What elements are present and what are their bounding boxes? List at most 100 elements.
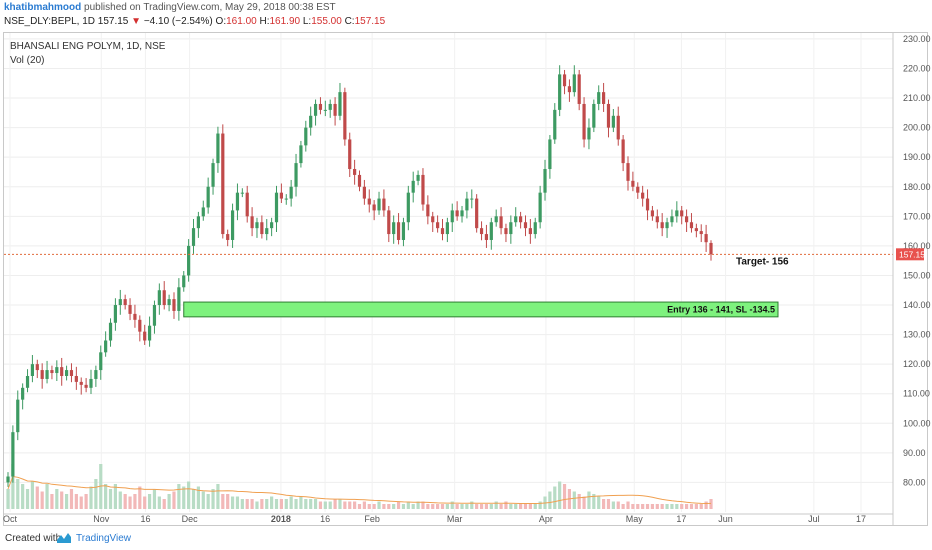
volume-ma-line [7,475,712,505]
volume-bar [216,484,220,509]
volume-bar [597,496,601,509]
volume-bar [445,504,449,509]
volume-bar [299,496,303,509]
volume-bar [606,499,611,509]
volume-bar [343,501,347,509]
candle-body [143,331,147,341]
candle-body [191,228,196,246]
volume-bar [21,484,25,509]
candle-body [465,198,469,211]
tradingview-link[interactable]: TradingView [76,533,132,544]
volume-bar [118,491,122,509]
candle-body [274,192,279,223]
candle-body [567,86,572,93]
volume-bar [255,501,259,509]
author-link[interactable]: khatibmahmood [4,2,82,13]
candle-body [587,127,591,140]
volume-bar [187,481,191,509]
volume-bar [16,479,20,509]
entry-zone-box [183,301,779,318]
high-label: H: [259,16,270,27]
created-with-label: Created with [5,533,62,544]
volume-bar [504,501,508,509]
price-tick-label: 140.00 [903,300,931,310]
candle-body [665,222,669,229]
price-tick-label: 90.00 [903,448,926,458]
candle-body [343,92,347,140]
candle-body [304,127,308,146]
publication-line: khatibmahmood published on TradingView.c… [4,2,336,13]
volume-bar [147,494,152,509]
candle-body [553,109,557,140]
candle-body [519,216,523,223]
change-value: −4.10 (−2.54%) [143,16,213,27]
open-value: 161.00 [226,16,257,27]
candle-body [709,242,713,255]
volume-bar [372,504,376,509]
candle-body [548,139,552,170]
grid-lines [4,33,893,512]
candle-body [367,198,371,205]
candle-body [128,305,132,314]
volume-bar [270,496,274,509]
open-label: O: [215,16,227,27]
volume-bar [279,499,283,509]
volume-bar [201,491,205,509]
volume-bar [631,504,635,509]
candle-body [660,222,664,229]
volume-bar [84,494,88,509]
volume-bar [396,501,401,509]
volume-bar [167,494,171,509]
volume-bar [157,496,161,509]
candle-body [50,370,54,374]
candle-body [245,192,249,217]
candle-body [11,432,15,477]
volume-bar [665,504,669,509]
volume-bar [684,504,689,509]
volume-bar [601,499,606,509]
volume-bar [333,499,337,509]
price-tick-label: 170.00 [903,211,931,221]
candle-body [255,222,259,229]
candle-body [196,216,200,229]
close-label: C: [344,16,355,27]
candle-body [338,92,342,116]
candle-body [299,145,303,164]
volume-bar [436,504,440,509]
candle-body [470,198,474,200]
high-value: 161.90 [269,16,301,27]
volume-bar [377,501,381,509]
volume-bar [74,494,78,509]
volume-bar [592,494,596,509]
time-tick-label: 17 [676,514,686,524]
volume-bar [538,501,542,509]
candle-body [655,216,659,223]
volume-bar [392,504,396,509]
candle-body [387,210,391,235]
volume-bar [494,501,498,509]
candle-body [16,399,20,433]
volume-bar [328,501,332,509]
time-tick-label: 16 [140,514,150,524]
candle-body [626,163,630,181]
candle-body [157,290,161,306]
time-axis: Oct Nov 16 Dec 2018 16 Feb Mar Apr May 17 Jun Jul 17 [3,513,893,524]
volume-bar [479,504,484,509]
candle-body [172,299,176,311]
volume-bar [6,489,10,509]
time-tick-label: Apr [539,514,553,524]
published-text: published on TradingView.com, May 29, 20… [84,2,336,13]
candle-body [328,103,332,110]
volume-bar [182,486,186,509]
price-axis: 80.00 90.00 100.00 110.00 120.00 130.00 140.00… [892,33,931,526]
candle-body [670,216,674,223]
time-tick-label: Jun [718,514,733,524]
volume-bar [548,491,552,509]
candle-body [30,364,35,376]
volume-bar [284,499,288,509]
candle-body [104,340,108,353]
volume-bar [123,494,127,509]
entry-zone-label: Entry 136 - 141, SL -134.5 [667,304,775,314]
candle-body [431,216,435,223]
